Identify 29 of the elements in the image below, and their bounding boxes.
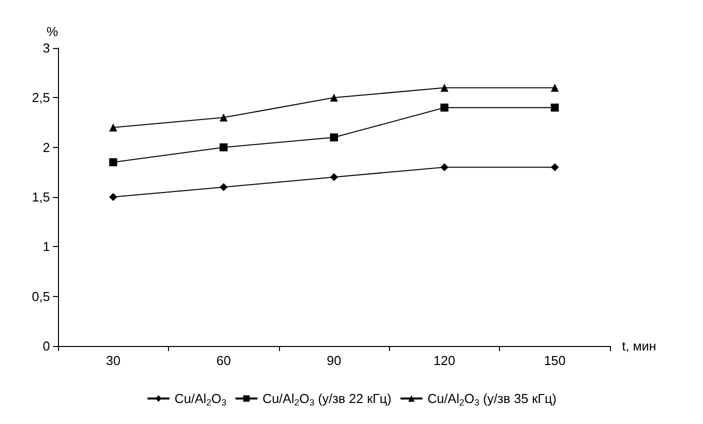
x-axis-title: t, мин <box>622 338 656 354</box>
point <box>330 133 338 142</box>
y-tick-label: 3 <box>42 40 50 56</box>
y-tick-label: 1,5 <box>32 190 50 204</box>
point <box>550 104 559 112</box>
y-tick-label: 2 <box>42 140 50 155</box>
point <box>330 94 338 102</box>
y-tick-label: 1 <box>42 239 50 254</box>
point <box>220 183 228 192</box>
point <box>109 123 118 132</box>
y-axis-title: % <box>46 24 58 39</box>
x-tick-label: 120 <box>434 353 456 368</box>
point <box>220 114 228 122</box>
point <box>440 104 448 112</box>
point <box>220 143 228 152</box>
point <box>330 173 338 182</box>
point <box>440 163 448 172</box>
point <box>550 163 559 172</box>
point <box>109 193 118 201</box>
x-tick-label: 60 <box>216 353 231 368</box>
y-tick-label: 0,5 <box>32 288 50 304</box>
point <box>550 84 559 92</box>
point <box>109 158 118 166</box>
point <box>440 84 448 92</box>
y-tick-label: 0 <box>42 338 50 354</box>
x-tick-label: 150 <box>544 353 566 368</box>
x-tick-label: 90 <box>326 353 342 368</box>
x-tick-label: 30 <box>106 353 120 368</box>
y-tick-label: 2,5 <box>32 90 50 106</box>
